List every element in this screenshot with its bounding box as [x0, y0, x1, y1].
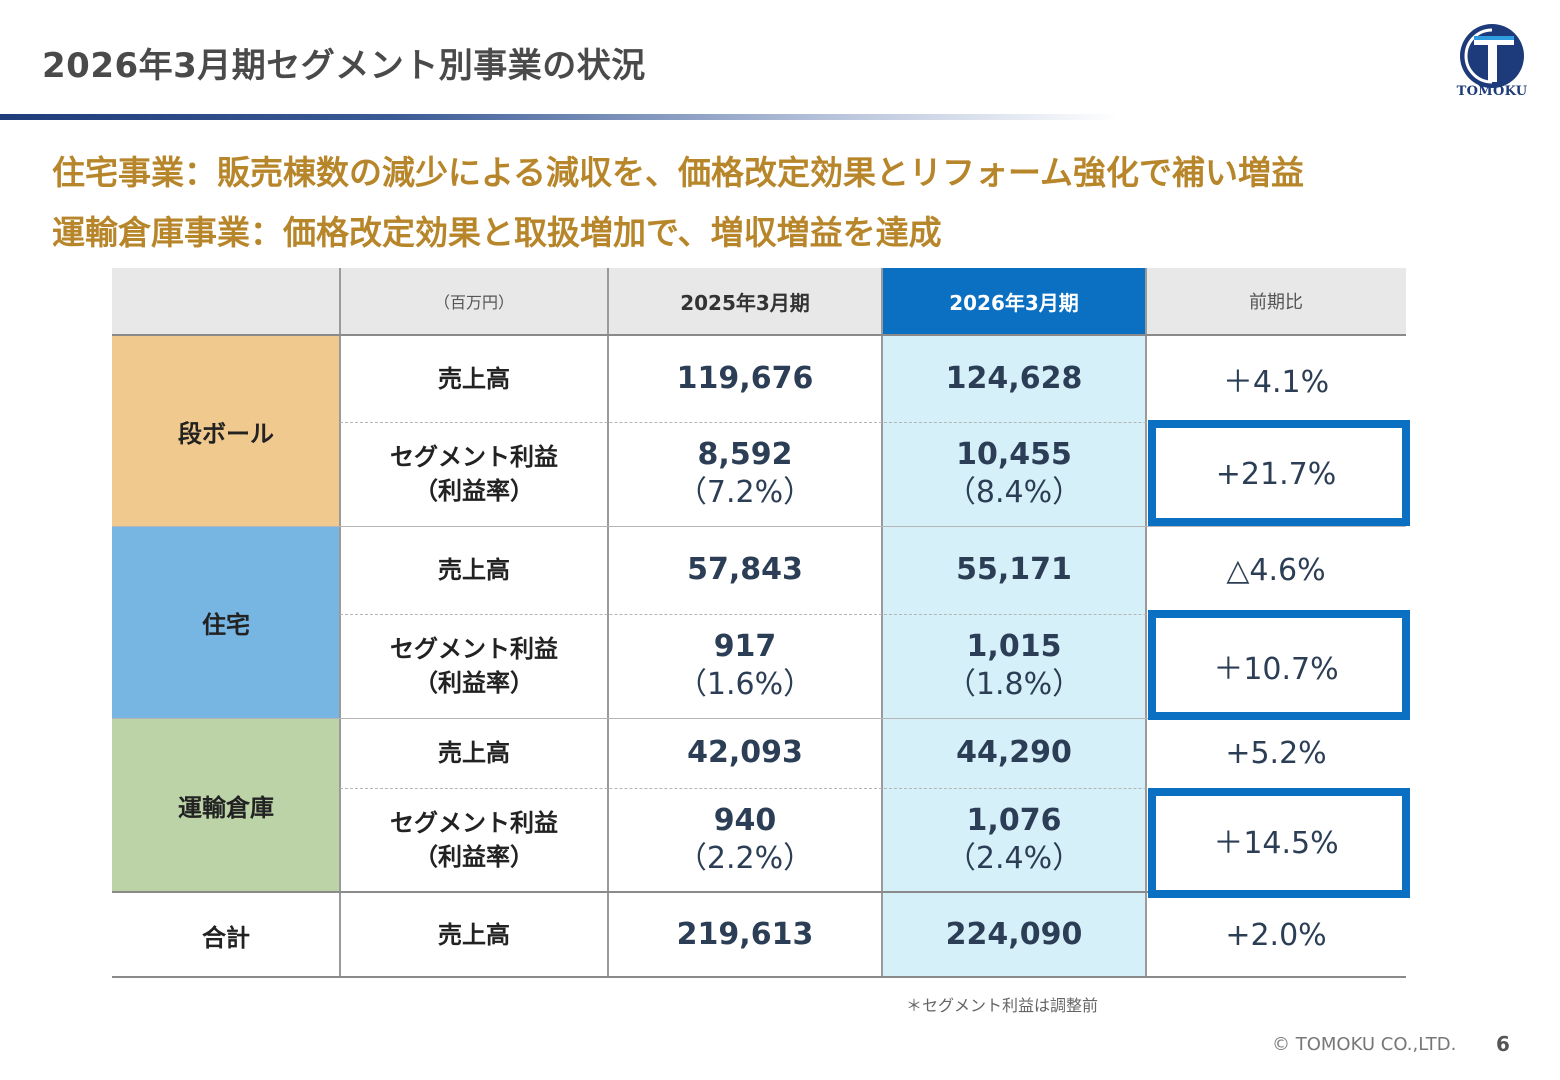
- title-rule: [0, 114, 1120, 120]
- copyright: © TOMOKU CO.,LTD.: [1272, 1034, 1457, 1055]
- header-prev-period: 2025年3月期: [608, 268, 882, 334]
- label-line1: セグメント利益: [390, 443, 558, 471]
- value-line1: 940: [713, 803, 777, 838]
- value-line1: 1,076: [966, 803, 1062, 838]
- highlight-box: [1148, 610, 1410, 720]
- value-curr: 124,628: [945, 361, 1083, 396]
- value-curr: 10,455 （8.4%）: [882, 422, 1146, 526]
- value-line1: 8,592: [697, 437, 793, 472]
- value-prev: 940 （2.2%）: [608, 788, 882, 892]
- value-prev: 42,093: [687, 735, 803, 770]
- label-segment-profit: セグメント利益 （利益率）: [340, 614, 608, 718]
- grid-line: [607, 268, 609, 978]
- value-prev: 57,843: [687, 552, 803, 587]
- logo-text: TOMOKU: [1456, 84, 1528, 99]
- current-period-column: [882, 336, 1146, 978]
- headline-housing: 住宅事業：販売棟数の減少による減収を、価格改定効果とリフォーム強化で補い増益: [52, 153, 1305, 192]
- label-line2: （利益率）: [414, 477, 534, 505]
- grid-line: [881, 268, 883, 978]
- grid-line: [112, 334, 1406, 336]
- page-title: 2026年3月期セグメント別事業の状況: [42, 46, 646, 86]
- value-line1: 917: [713, 629, 777, 664]
- segment-logistics: 運輸倉庫: [112, 718, 340, 892]
- value-change: +2.0%: [1225, 917, 1327, 953]
- label-line2: （利益率）: [414, 669, 534, 697]
- value-prev: 219,613: [676, 917, 814, 952]
- grid-line: [340, 422, 1406, 423]
- headline-logistics: 運輸倉庫事業：価格改定効果と取扱増加で、増収増益を達成: [52, 213, 942, 252]
- value-change: △4.6%: [1226, 552, 1326, 588]
- value-curr: 44,290: [956, 735, 1072, 770]
- value-line2: （8.4%）: [945, 475, 1083, 510]
- value-line1: 10,455: [956, 437, 1072, 472]
- label-segment-profit: セグメント利益 （利益率）: [340, 788, 608, 892]
- highlight-box: [1148, 788, 1410, 898]
- grid-line: [340, 788, 1406, 789]
- label-segment-profit: セグメント利益 （利益率）: [340, 422, 608, 526]
- label-line2: （利益率）: [414, 843, 534, 871]
- header-change: 前期比: [1146, 268, 1406, 334]
- label-sales: 売上高: [438, 921, 510, 949]
- value-prev: 8,592 （7.2%）: [608, 422, 882, 526]
- segment-housing: 住宅: [112, 526, 340, 718]
- footnote: ＊セグメント利益は調整前: [906, 996, 1099, 1015]
- value-curr: 55,171: [956, 552, 1072, 587]
- header-current-period: 2026年3月期: [882, 268, 1146, 334]
- value-curr: 1,015 （1.8%）: [882, 614, 1146, 718]
- value-line2: （2.2%）: [676, 841, 814, 876]
- grid-line: [339, 268, 341, 978]
- label-line1: セグメント利益: [390, 809, 558, 837]
- grid-line: [112, 718, 1406, 719]
- label-sales: 売上高: [438, 556, 510, 584]
- segment-table: （百万円） 2025年3月期 2026年3月期 前期比 段ボール 住宅 運輸倉庫…: [112, 268, 1410, 978]
- header-unit: （百万円）: [340, 268, 608, 334]
- value-line1: 1,015: [966, 629, 1062, 664]
- grid-line: [340, 614, 1406, 615]
- grid-line: [112, 526, 1406, 527]
- highlight-box: [1148, 420, 1410, 526]
- value-line2: （1.6%）: [676, 667, 814, 702]
- label-line1: セグメント利益: [390, 635, 558, 663]
- segment-total: 合計: [202, 923, 250, 952]
- grid-line: [1145, 268, 1147, 978]
- value-change: +21.7%: [1215, 456, 1337, 492]
- value-curr: 1,076 （2.4%）: [882, 788, 1146, 892]
- header-blank: [112, 268, 340, 334]
- label-sales: 売上高: [438, 365, 510, 393]
- value-line2: （7.2%）: [676, 475, 814, 510]
- value-line2: （1.8%）: [945, 667, 1083, 702]
- value-curr: 224,090: [945, 917, 1083, 952]
- segment-cardboard: 段ボール: [112, 336, 340, 526]
- page-number: 6: [1496, 1032, 1510, 1056]
- value-prev: 917 （1.6%）: [608, 614, 882, 718]
- value-change: ＋10.7%: [1213, 652, 1339, 687]
- tomoku-logo-icon: [1460, 24, 1524, 88]
- value-change: ＋14.5%: [1213, 826, 1339, 861]
- label-sales: 売上高: [438, 739, 510, 767]
- value-change: ＋4.1%: [1222, 365, 1330, 400]
- value-line2: （2.4%）: [945, 841, 1083, 876]
- grid-line: [112, 891, 1406, 893]
- value-change: +5.2%: [1225, 735, 1327, 771]
- value-prev: 119,676: [676, 361, 814, 396]
- grid-line: [112, 976, 1406, 978]
